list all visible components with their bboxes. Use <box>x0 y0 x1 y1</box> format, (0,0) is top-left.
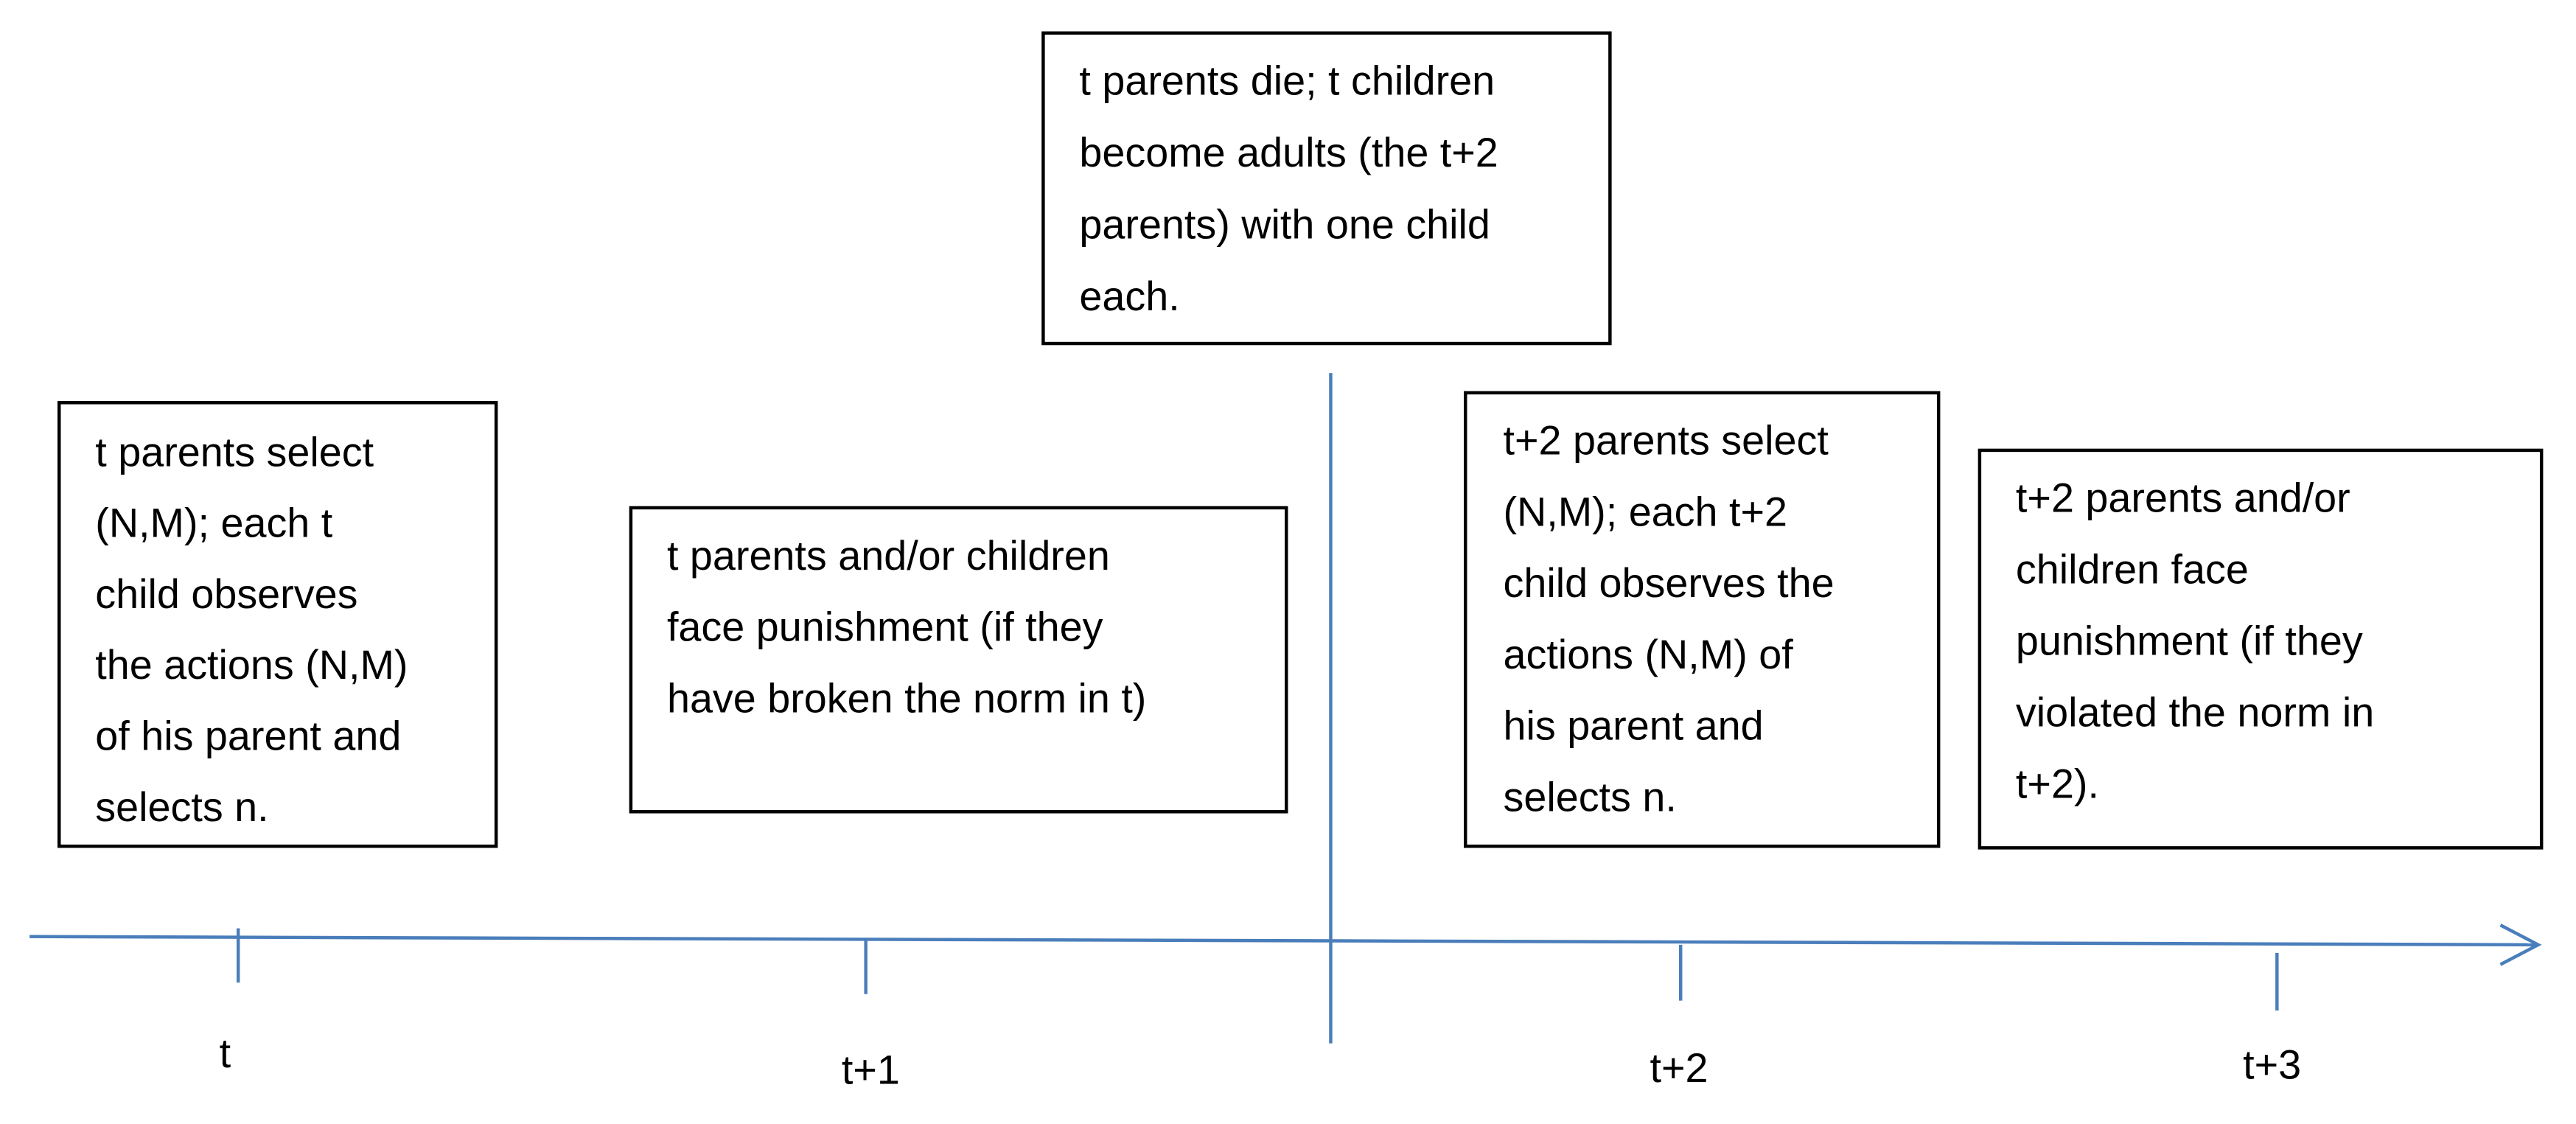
box-text-line: t parents select <box>95 429 374 475</box>
box-text-line: each. <box>1079 273 1179 319</box>
tick-label: t <box>220 1030 231 1076</box>
box-text-line: become adults (the t+2 <box>1079 130 1498 175</box>
event-box <box>629 506 1288 814</box>
box-text-line: violated the norm in <box>2016 690 2374 736</box>
box-text-line: parents) with one child <box>1079 201 1490 247</box>
axis-arrowhead <box>2499 924 2542 966</box>
box-text-line: (N,M); each t+2 <box>1503 489 1787 534</box>
box-text-line: punishment (if they <box>2016 618 2363 664</box>
box-text-line: t parents and/or children <box>667 533 1110 579</box>
box-text-line: have broken the norm in t) <box>667 676 1146 722</box>
box-text-line: face punishment (if they <box>667 604 1103 650</box>
box-text-line: t parents die; t children <box>1079 58 1495 104</box>
box-text-line: the actions (N,M) <box>95 642 408 688</box>
tick-label: t+3 <box>2243 1042 2301 1088</box>
box-text-line: selects n. <box>1503 774 1676 820</box>
box-text-line: actions (N,M) of <box>1503 632 1793 677</box>
box-texts: t parents select (N,M); each t child obser… <box>95 58 2374 830</box>
event-box <box>57 401 498 848</box>
box-text-line: t+2 parents and/or <box>2016 475 2350 521</box>
tick-label: t+1 <box>842 1047 900 1092</box>
event-box <box>1978 448 2544 850</box>
box-text-line: t+2). <box>2016 761 2099 807</box>
box-text-line: child observes <box>95 571 357 617</box>
event-box <box>1463 391 1941 848</box>
box-text-line: t+2 parents select <box>1503 418 1829 464</box>
box-text-line: selects n. <box>95 784 268 830</box>
box-text-line: child observes the <box>1503 560 1834 606</box>
event-box <box>1041 31 1612 346</box>
box-text-line: of his parent and <box>95 713 401 759</box>
box-text-line: (N,M); each t <box>95 500 333 546</box>
timeline-axis <box>29 935 2538 947</box>
box-text-line: children face <box>2016 547 2249 593</box>
tick-label: t+2 <box>1650 1045 1708 1091</box>
box-text-line: his parent and <box>1503 703 1763 749</box>
